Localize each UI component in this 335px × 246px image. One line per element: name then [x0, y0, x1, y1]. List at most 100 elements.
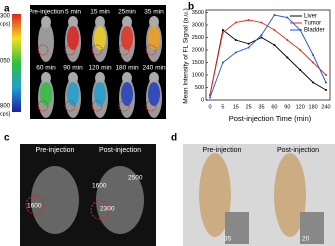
x-tick-label: 240 [321, 104, 330, 110]
y-tick-label: 2000 [192, 47, 204, 53]
data-point [221, 31, 224, 34]
signal [40, 82, 52, 106]
value-label: 1600 [27, 203, 42, 210]
data-point [247, 42, 250, 45]
time-label: 90 min [63, 65, 83, 72]
x-tick-label: 180 [309, 104, 318, 110]
y-tick-label: 3500 [192, 10, 204, 16]
mouse-head [149, 16, 159, 28]
signal [121, 82, 133, 106]
x-tick-label: 15 [233, 104, 239, 110]
data-point [273, 29, 276, 31]
data-point [325, 81, 327, 84]
data-point [325, 89, 327, 91]
tumor-marker [145, 44, 157, 56]
mouse-head [95, 16, 105, 28]
time-label: 120 min [88, 65, 112, 72]
tumor-marker [37, 44, 49, 56]
panel-letter: d [171, 133, 177, 144]
ct-slice [225, 212, 249, 244]
x-tick-label: 90 [284, 104, 290, 110]
tumor-marker [64, 100, 76, 112]
y-tick-label: 2500 [192, 35, 204, 41]
y-tick-label: 1000 [192, 72, 204, 78]
legend-label: Tumor [304, 21, 321, 27]
plot-frame [205, 9, 331, 101]
y-tick-label: 0 [201, 97, 204, 103]
mouse [31, 166, 79, 234]
data-point [299, 69, 302, 71]
mouse-head [41, 72, 51, 84]
series-line [209, 29, 327, 96]
data-point [312, 54, 315, 56]
x-tick-label: 0 [208, 104, 211, 110]
tumor-marker [118, 100, 130, 112]
mouse-head [122, 16, 132, 28]
data-point [286, 16, 289, 19]
data-point [234, 21, 237, 24]
skeleton [199, 153, 231, 237]
tumor-marker [91, 100, 103, 112]
time-label: 240 min [142, 65, 166, 72]
tumor-marker [90, 200, 110, 220]
y-axis-title: Mean Intensity of FL Signal (a.u.) [183, 8, 190, 104]
tumor-marker [37, 100, 49, 112]
mouse-head [149, 72, 159, 84]
data-point [221, 29, 224, 31]
label: Post-injection [277, 147, 319, 154]
data-point [312, 81, 315, 84]
colorbar-tick: 800 [0, 104, 11, 110]
colorbar-tick: 2050 [0, 59, 11, 65]
panel-letter: a [4, 4, 10, 15]
signal [148, 82, 160, 106]
value-label: 2500 [128, 175, 143, 182]
data-point [247, 46, 250, 49]
x-tick-label: 120 [296, 104, 305, 110]
panel-letter: b [188, 2, 194, 13]
x-axis-title: Post-injection Time (min) [229, 114, 312, 123]
value-label: 1600 [92, 183, 107, 190]
label: Pre-injection [36, 147, 75, 154]
data-point [247, 19, 250, 21]
series-line [209, 14, 327, 98]
time-label: 180 min [115, 65, 139, 72]
signal [121, 26, 133, 50]
x-tick-label: 5 [221, 104, 224, 110]
signal [94, 26, 106, 50]
data-point [234, 51, 237, 54]
label: Pre-injection [203, 147, 242, 154]
time-label: 5 min [65, 9, 81, 16]
signal [67, 82, 79, 106]
data-point [260, 34, 263, 36]
y-tick-label: 500 [195, 85, 204, 91]
ct-slice [300, 212, 324, 244]
x-tick-label: 25 [246, 104, 252, 110]
signal [67, 26, 79, 50]
tumor-marker [25, 195, 45, 215]
data-point [260, 21, 263, 24]
tumor-marker [91, 44, 103, 56]
tumor-marker [64, 44, 76, 56]
data-point [260, 36, 263, 39]
signal [148, 26, 160, 50]
x-tick-label: 35 [258, 104, 264, 110]
time-label: 35 min [144, 9, 164, 16]
tumor-marker [118, 44, 130, 56]
data-point [221, 61, 224, 64]
y-tick-label: 3000 [192, 22, 204, 28]
signal [94, 82, 106, 106]
time-label: 60 min [36, 65, 56, 72]
colorbar-unit: [cps] [0, 21, 10, 27]
colorbar [12, 14, 21, 112]
mouse [96, 166, 144, 234]
time-label: Pre-injection [28, 9, 65, 16]
data-point [286, 56, 289, 59]
mouse [38, 22, 54, 62]
mouse-head [68, 72, 78, 84]
legend-label: Liver [304, 14, 317, 20]
data-point [234, 39, 237, 41]
mouse-head [41, 16, 51, 28]
value-label: 35 [224, 236, 232, 243]
skeleton [274, 153, 306, 237]
